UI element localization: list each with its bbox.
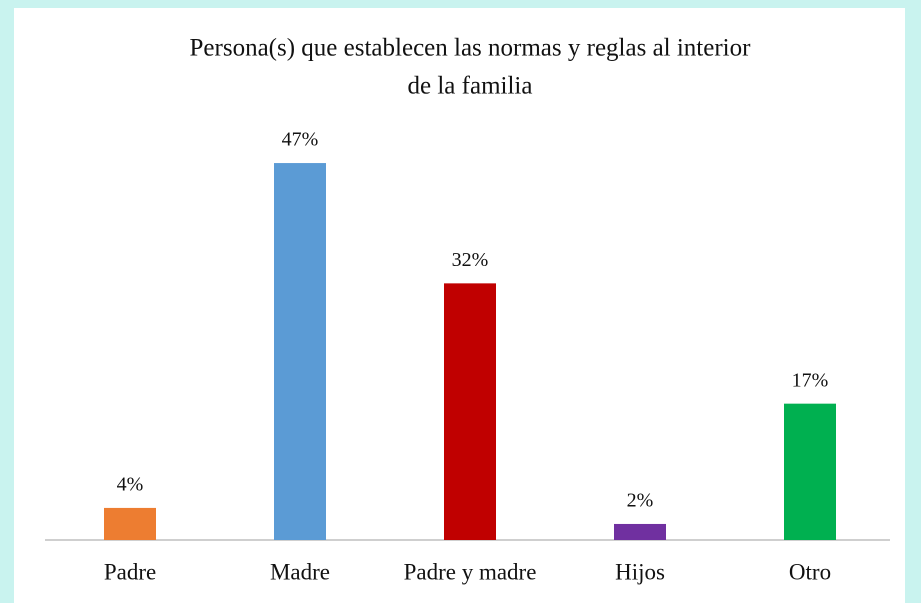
chart-title: Persona(s) que establecen las normas y r…	[190, 35, 752, 62]
data-label: 4%	[117, 474, 144, 496]
data-label: 17%	[792, 369, 829, 391]
data-label: 32%	[452, 249, 489, 271]
x-tick-label: Padre	[104, 559, 156, 584]
data-label: 2%	[627, 490, 654, 512]
data-label: 47%	[282, 129, 319, 151]
bar	[274, 163, 326, 540]
bar	[444, 283, 496, 540]
chart-title: de la familia	[408, 73, 533, 100]
x-tick-label: Padre y madre	[404, 559, 537, 584]
x-tick-label: Hijos	[615, 559, 665, 584]
x-tick-label: Madre	[270, 559, 330, 584]
bar	[614, 523, 666, 540]
x-tick-label: Otro	[789, 559, 831, 584]
bar	[104, 507, 156, 540]
bar	[784, 403, 836, 540]
